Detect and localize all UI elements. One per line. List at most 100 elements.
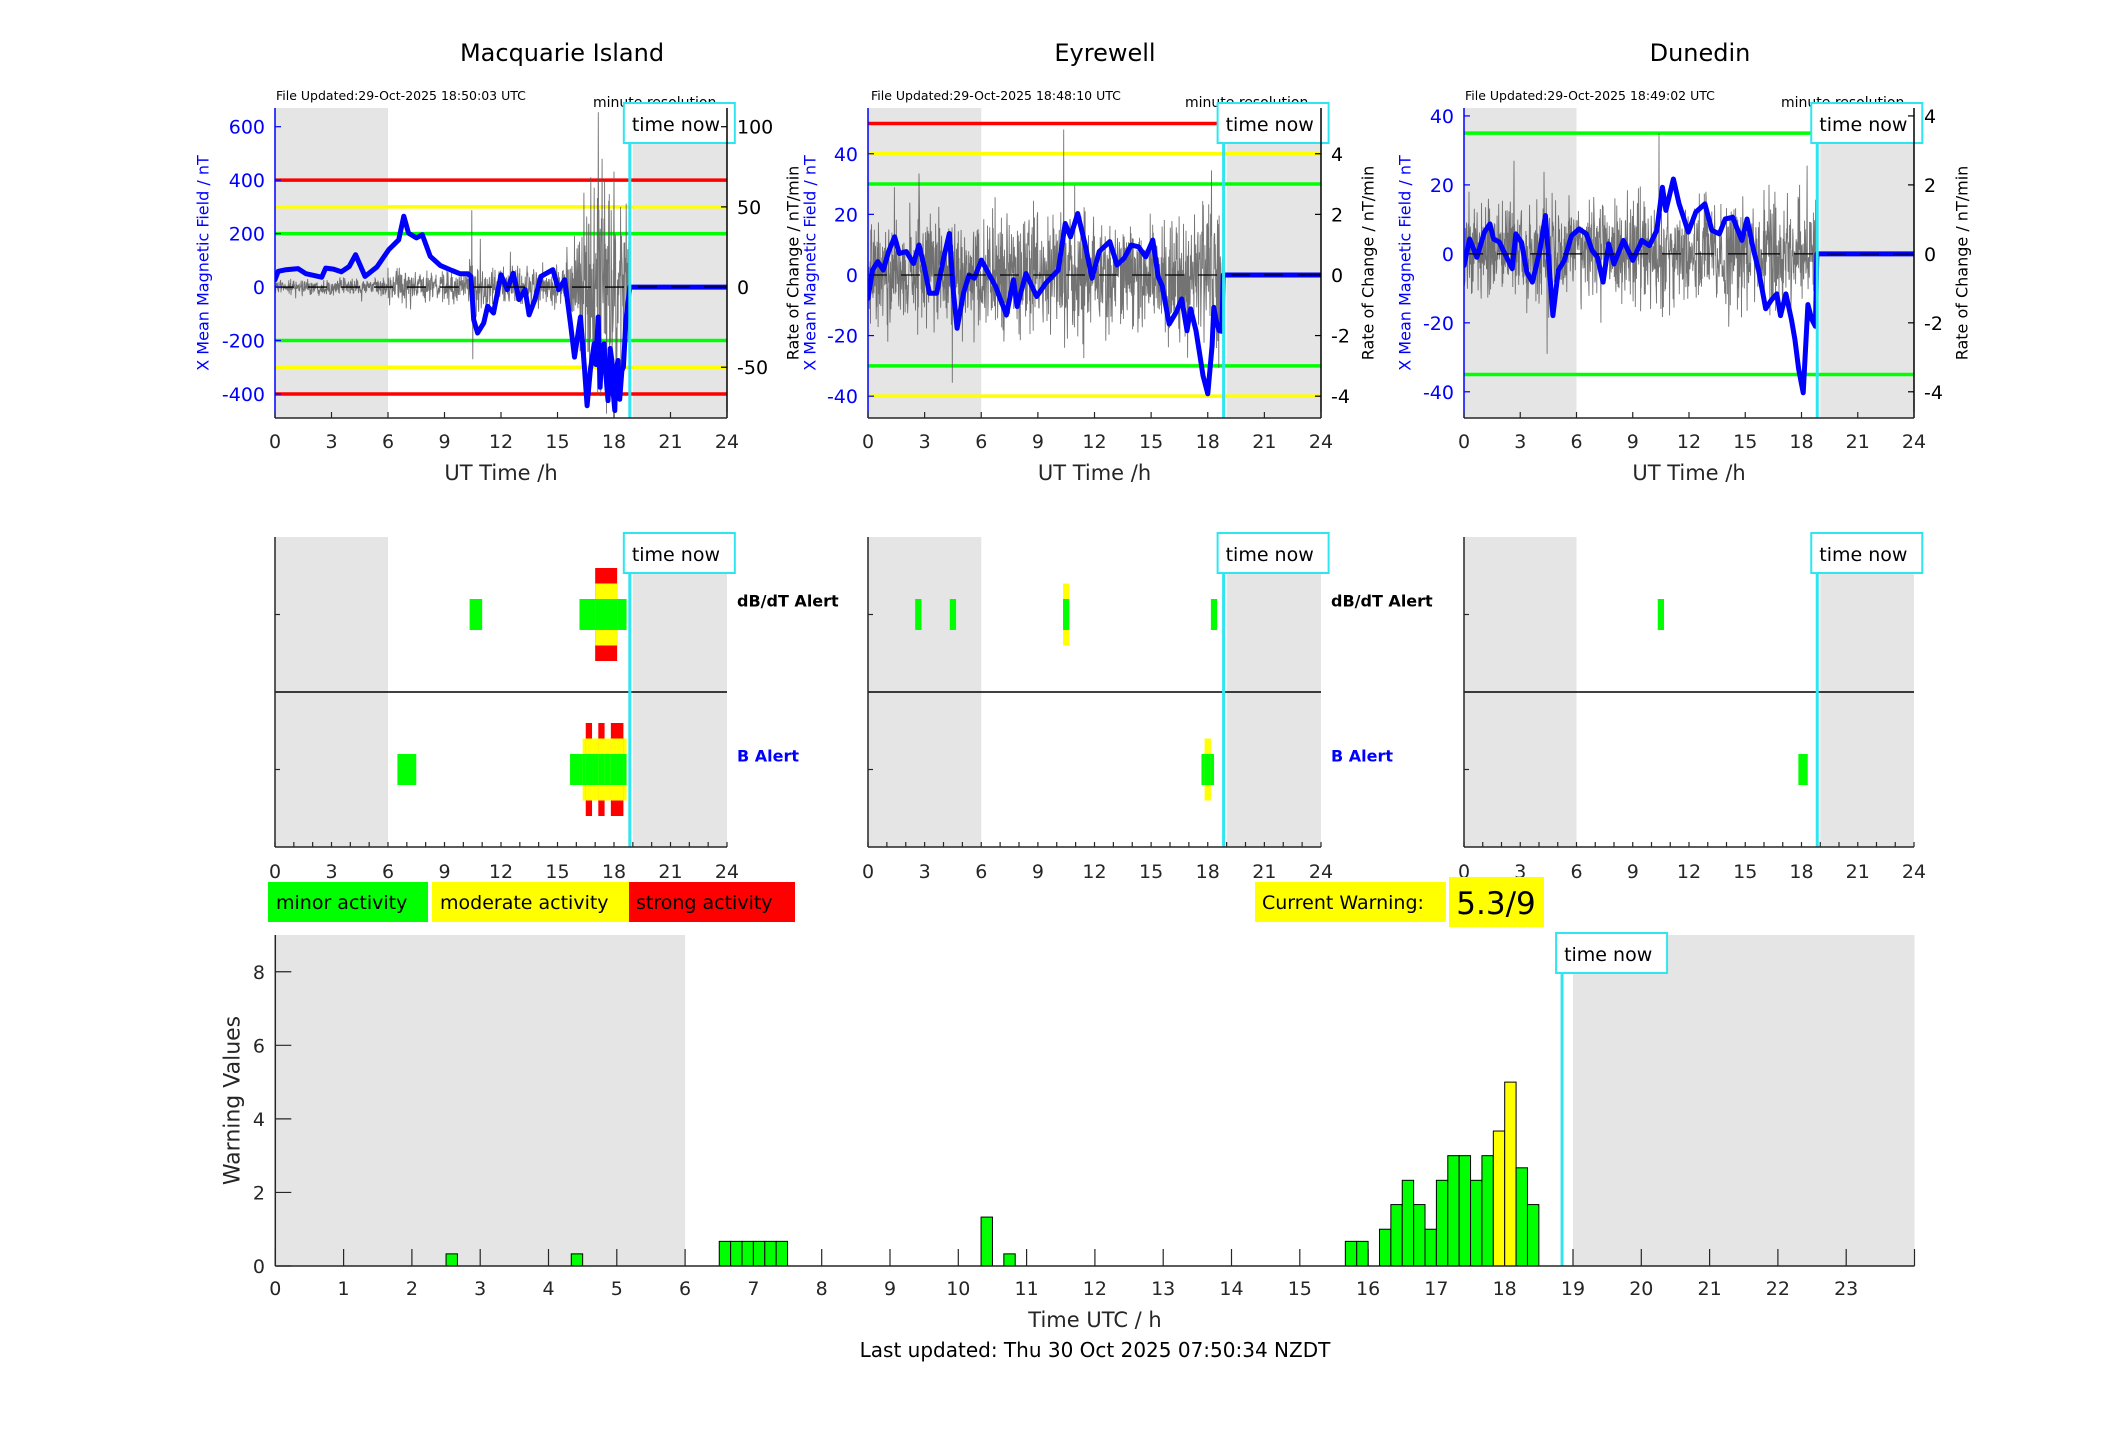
alert-bar-minor [915, 599, 922, 630]
left-y-axis-label: X Mean Magnetic Field / nT [801, 155, 820, 371]
time-now-marker: time now [1810, 532, 1924, 574]
x-tick-label: 2 [406, 1278, 418, 1300]
warning-values-chart: 0 1 2 3 4 5 6 7 8 9 10 11 12 13 14 15 16 17 18 19 20 21 22 2302… [221, 932, 1916, 1332]
x-tick-label: 24 [1309, 431, 1333, 453]
alert-bar-minor [604, 754, 611, 785]
time-now-marker: time now [1810, 102, 1924, 144]
warning-bar-minor [741, 1240, 754, 1267]
left-y-tick-label: -200 [222, 331, 265, 353]
left-y-tick-label: 200 [229, 224, 265, 246]
right-y-tick-label: -4 [1331, 386, 1350, 408]
left-y-tick-label: 20 [834, 204, 858, 226]
right-y-tick-label: 50 [737, 197, 761, 219]
warning-bar-minor [1447, 1155, 1460, 1267]
time-now-marker: time now [1555, 932, 1669, 974]
left-y-axis-label: X Mean Magnetic Field / nT [1396, 155, 1415, 371]
file-updated-label: File Updated:29-Oct-2025 18:48:10 UTC [871, 88, 1121, 103]
x-tick-label: 18 [1196, 431, 1220, 453]
x-tick-label: 3 [919, 431, 931, 453]
alert-bar-minor [1657, 599, 1664, 630]
legend-item-strong: strong activity [629, 882, 795, 922]
warning-bar-minor [1390, 1204, 1403, 1267]
y-tick-label: 2 [253, 1182, 265, 1204]
right-y-tick-label: 2 [1331, 204, 1343, 226]
station-field-charts: Macquarie Island File Updated:29-Oct-2025… [194, 39, 1972, 485]
alert-bar-minor [579, 599, 596, 630]
left-y-tick-label: -40 [827, 386, 858, 408]
right-y-axis-label: Rate of Change / nT/min [1953, 166, 1972, 361]
x-tick-label: 22 [1766, 1278, 1790, 1300]
x-tick-label: 3 [919, 861, 931, 883]
alert-bar-minor [610, 754, 624, 785]
x-tick-label: 15 [1139, 861, 1163, 883]
left-y-tick-label: -400 [222, 384, 265, 406]
right-y-tick-label: -2 [1924, 313, 1943, 335]
x-tick-label: 21 [1698, 1278, 1722, 1300]
field-chart-macquarie-island-field: Macquarie Island File Updated:29-Oct-2025… [194, 39, 803, 485]
x-tick-label: 23 [1834, 1278, 1858, 1300]
x-tick-label: 9 [1032, 431, 1044, 453]
left-y-tick-label: 400 [229, 170, 265, 192]
right-y-tick-label: 0 [737, 277, 749, 299]
activity-legend: minor activity moderate activity strong … [268, 882, 795, 922]
x-tick-label: 24 [1309, 861, 1333, 883]
time-now-label: time now [1819, 544, 1907, 566]
legend-label-minor: minor activity [276, 892, 407, 914]
warning-bar-minor [1481, 1155, 1494, 1267]
left-y-tick-label: 0 [846, 265, 858, 287]
alert-bar-minor [592, 754, 599, 785]
x-tick-label: 6 [1570, 431, 1582, 453]
alert-bar-minor [1210, 754, 1215, 785]
x-tick-label: 19 [1561, 1278, 1585, 1300]
x-tick-label: 21 [1846, 861, 1870, 883]
right-y-tick-label: 0 [1924, 244, 1936, 266]
alert-bar-minor [617, 599, 627, 630]
x-tick-label: 0 [269, 1278, 281, 1300]
alert-bar-minor [1210, 599, 1218, 630]
x-tick-label: 12 [1677, 431, 1701, 453]
warning-bar-minor [1424, 1228, 1437, 1267]
x-tick-label: 0 [1458, 431, 1470, 453]
night-shading [1820, 108, 1914, 418]
x-tick-label: 1 [338, 1278, 350, 1300]
time-now-box [622, 532, 736, 574]
time-now-box [1555, 932, 1669, 974]
right-y-tick-label: 4 [1924, 106, 1936, 128]
x-tick-label: 15 [1288, 1278, 1312, 1300]
x-tick-label: 8 [816, 1278, 828, 1300]
chart-title: Dunedin [1650, 39, 1751, 67]
b-alert-label: B Alert [737, 747, 799, 766]
alert-bar-minor [570, 754, 583, 785]
y-tick-label: 6 [253, 1035, 265, 1057]
night-shading [275, 108, 388, 418]
warning-bar-minor [1413, 1204, 1426, 1267]
alert-bar-minor [1201, 754, 1205, 785]
current-warning-value: 5.3/9 [1456, 886, 1535, 922]
left-y-axis-label: X Mean Magnetic Field / nT [194, 155, 213, 371]
time-now-marker: time now [1216, 102, 1330, 144]
alert-bar-minor [582, 754, 586, 785]
legend-swatch-strong [629, 882, 795, 922]
y-tick-label: 0 [253, 1256, 265, 1278]
current-warning-value-box [1449, 877, 1544, 927]
time-now-marker: time now [622, 532, 736, 574]
left-y-tick-label: 40 [834, 144, 858, 166]
x-tick-label: 6 [975, 861, 987, 883]
left-y-tick-label: -20 [827, 326, 858, 348]
x-tick-label: 21 [1252, 431, 1276, 453]
x-tick-label: 18 [602, 861, 626, 883]
legend-swatch-moderate [432, 882, 629, 922]
x-mean-field-line [275, 213, 727, 413]
left-y-tick-label: 0 [1442, 244, 1454, 266]
x-tick-label: 9 [1032, 861, 1044, 883]
warning-bar-minor [730, 1240, 743, 1267]
legend-item-moderate: moderate activity [432, 882, 629, 922]
left-y-tick-label: 40 [1430, 106, 1454, 128]
x-tick-label: 24 [715, 861, 739, 883]
x-tick-label: 4 [542, 1278, 554, 1300]
legend-item-minor: minor activity [268, 882, 428, 922]
x-tick-label: 6 [1570, 861, 1582, 883]
warning-bar-minor [1470, 1179, 1483, 1267]
left-y-tick-label: 0 [253, 277, 265, 299]
x-tick-label: 6 [975, 431, 987, 453]
